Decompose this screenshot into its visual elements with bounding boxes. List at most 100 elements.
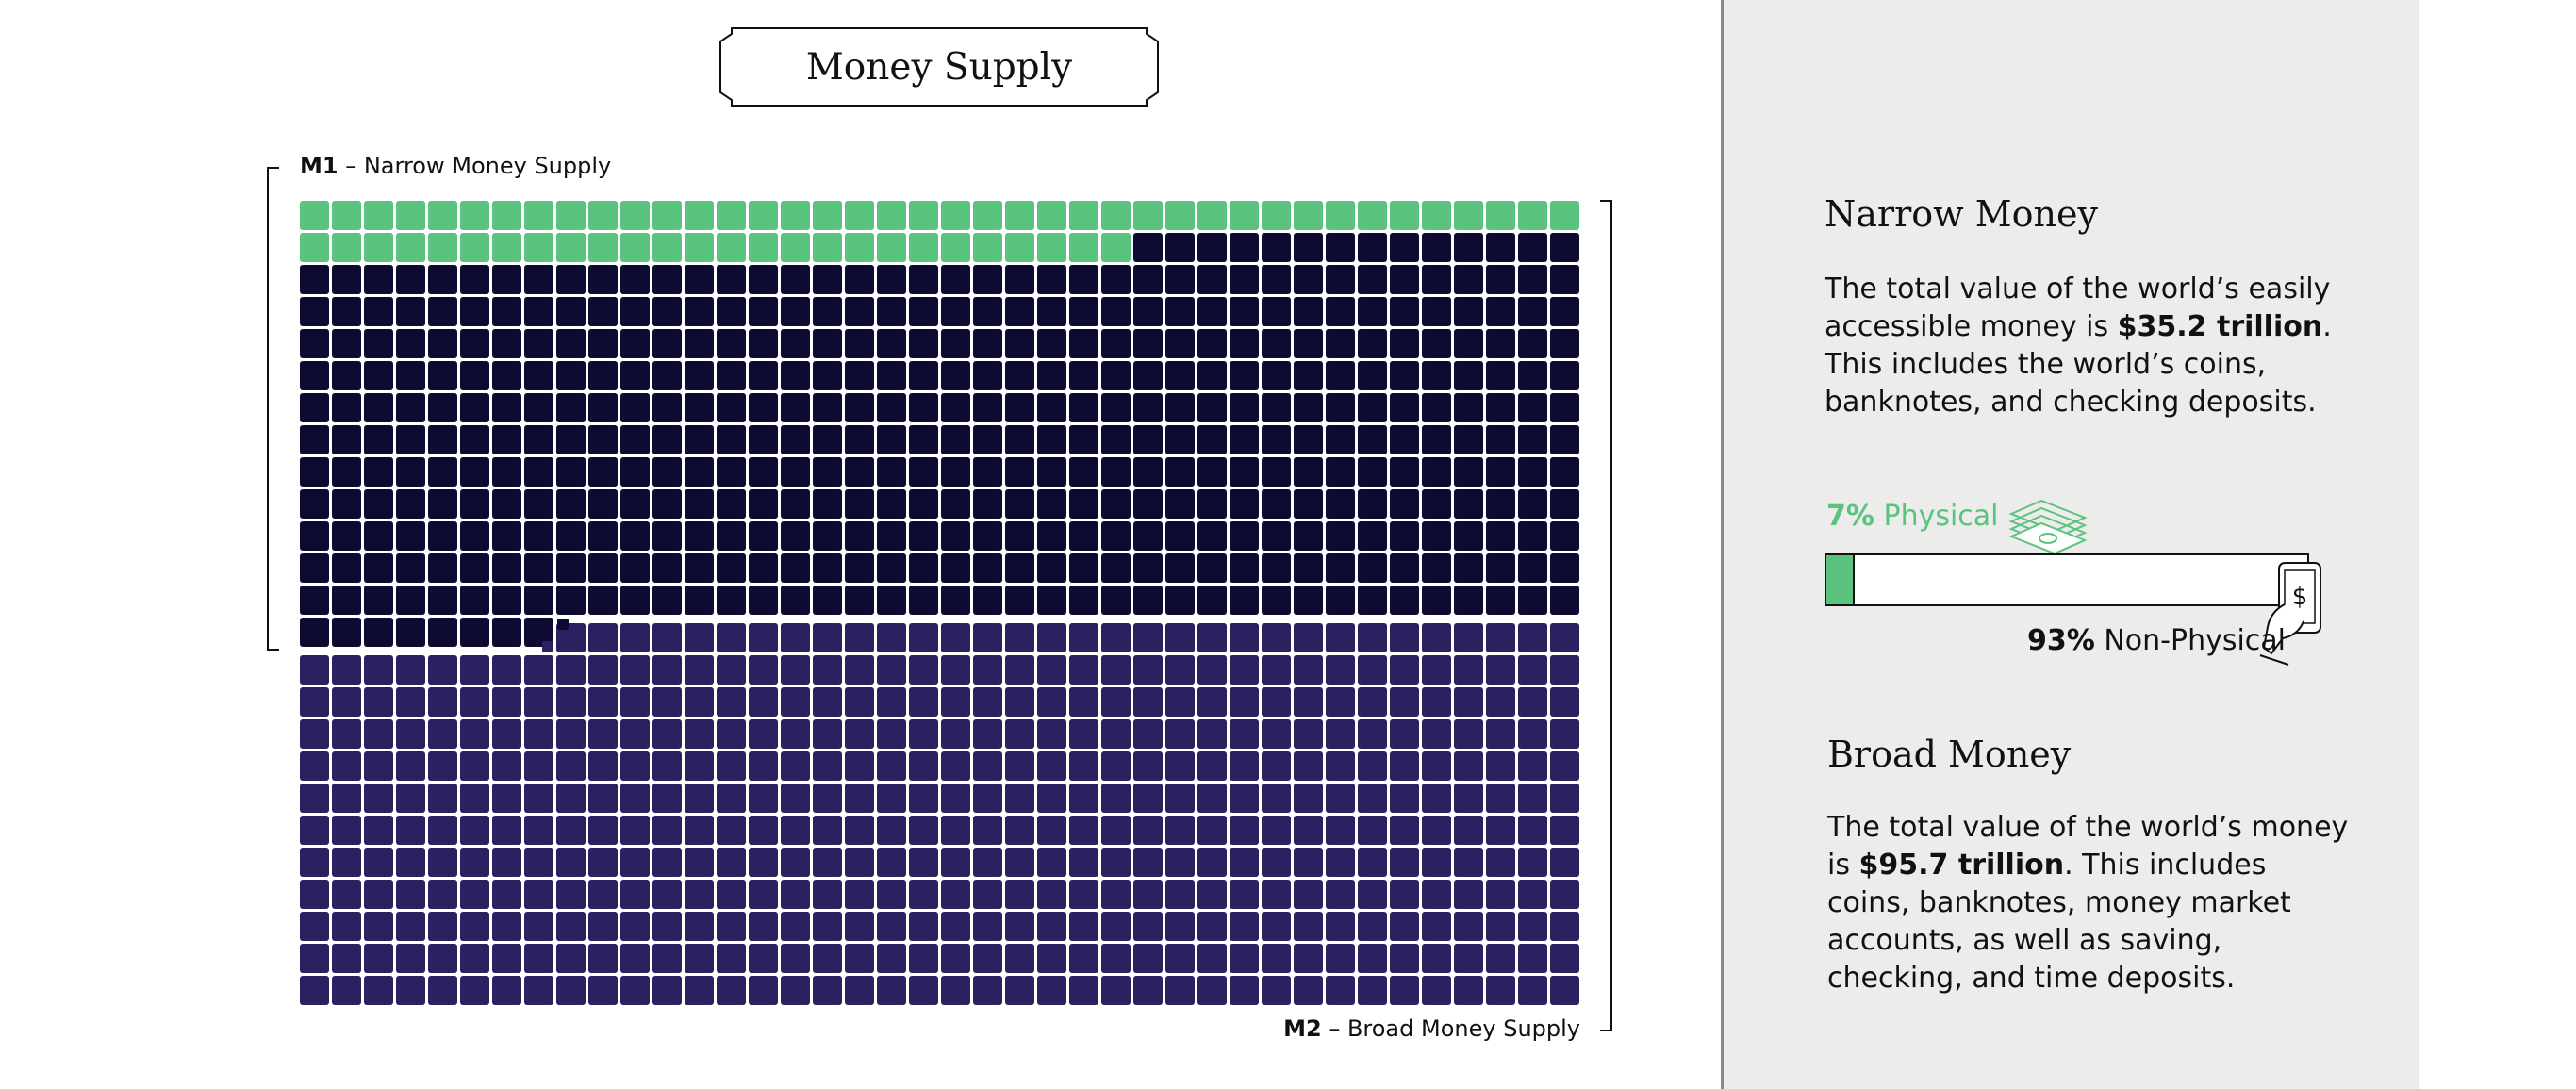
waffle-square (1037, 521, 1066, 551)
waffle-square (460, 655, 489, 685)
waffle-square (620, 201, 650, 230)
waffle-square (1358, 233, 1387, 262)
waffle-square (1326, 586, 1355, 615)
waffle-square (1422, 233, 1451, 262)
waffle-square (1422, 425, 1451, 454)
waffle-square (588, 553, 618, 583)
waffle-square (1294, 655, 1323, 685)
waffle-square (1358, 201, 1387, 230)
waffle-square (1262, 425, 1291, 454)
waffle-square (1037, 816, 1066, 845)
waffle-square (1165, 655, 1195, 685)
waffle-square (1101, 623, 1131, 652)
waffle-square (909, 623, 938, 652)
waffle-square (620, 329, 650, 358)
waffle-square (1069, 553, 1098, 583)
waffle-square (1358, 329, 1387, 358)
waffle-square (1262, 553, 1291, 583)
waffle-square (1230, 623, 1259, 652)
waffle-square (1550, 586, 1579, 615)
waffle-square (1101, 848, 1131, 877)
waffle-square (1550, 912, 1579, 941)
waffle-square (620, 361, 650, 390)
waffle-square (556, 719, 586, 749)
waffle-square (364, 618, 393, 647)
waffle-square (1005, 751, 1034, 781)
waffle-square (652, 751, 682, 781)
waffle-square (460, 361, 489, 390)
waffle-square (1358, 880, 1387, 909)
waffle-square (1197, 623, 1227, 652)
waffle-square (428, 976, 457, 1005)
waffle-square (460, 976, 489, 1005)
waffle-square (1262, 623, 1291, 652)
waffle-square (1037, 233, 1066, 262)
waffle-square (973, 233, 1002, 262)
waffle-square (717, 361, 746, 390)
waffle-square (1422, 848, 1451, 877)
waffle-square (1358, 361, 1387, 390)
waffle-square (1133, 586, 1163, 615)
waffle-square (556, 751, 586, 781)
waffle-square (364, 880, 393, 909)
waffle-square (941, 655, 970, 685)
physical-text: Physical (1874, 500, 1999, 533)
waffle-square (524, 425, 553, 454)
waffle-square (1262, 489, 1291, 519)
waffle-square (428, 233, 457, 262)
waffle-square (1133, 393, 1163, 422)
waffle-square (588, 848, 618, 877)
waffle-square (492, 425, 521, 454)
waffle-square (1486, 976, 1515, 1005)
waffle-square (909, 719, 938, 749)
waffle-square (1326, 489, 1355, 519)
waffle-square (1518, 623, 1547, 652)
waffle-square (620, 425, 650, 454)
waffle-square (556, 848, 586, 877)
waffle-square (1358, 751, 1387, 781)
waffle-square (1326, 425, 1355, 454)
waffle-square (685, 201, 714, 230)
waffle-square (524, 976, 553, 1005)
waffle-square (1326, 265, 1355, 294)
waffle-square (973, 361, 1002, 390)
waffle-square (620, 687, 650, 717)
waffle-square (1358, 457, 1387, 487)
waffle-square (1230, 489, 1259, 519)
waffle-square (1486, 329, 1515, 358)
waffle-square (1101, 655, 1131, 685)
waffle-square (332, 489, 361, 519)
waffle-square (620, 553, 650, 583)
waffle-square (941, 848, 970, 877)
waffle-square (460, 880, 489, 909)
waffle-square (1069, 816, 1098, 845)
waffle-square (588, 655, 618, 685)
waffle-square (685, 623, 714, 652)
m1-end-marker (557, 619, 569, 630)
waffle-square (1486, 393, 1515, 422)
waffle-square (1326, 719, 1355, 749)
waffle-square (332, 618, 361, 647)
waffle-square (973, 201, 1002, 230)
waffle-square (1550, 944, 1579, 973)
waffle-square (1197, 912, 1227, 941)
waffle-square (1197, 265, 1227, 294)
waffle-square (524, 848, 553, 877)
waffle-square (749, 521, 778, 551)
waffle-square (1454, 655, 1483, 685)
waffle-square (428, 265, 457, 294)
waffle-square (1454, 623, 1483, 652)
waffle-square (1005, 297, 1034, 326)
waffle-square (1454, 329, 1483, 358)
waffle-square (717, 425, 746, 454)
waffle-square (781, 751, 810, 781)
chart-title: Money Supply (805, 45, 1073, 89)
waffle-square (1101, 457, 1131, 487)
waffle-square (524, 618, 553, 647)
waffle-square (1133, 425, 1163, 454)
waffle-square (1037, 329, 1066, 358)
waffle-square (1262, 233, 1291, 262)
waffle-square (1197, 201, 1227, 230)
waffle-square (1197, 521, 1227, 551)
waffle-square (1390, 784, 1419, 813)
